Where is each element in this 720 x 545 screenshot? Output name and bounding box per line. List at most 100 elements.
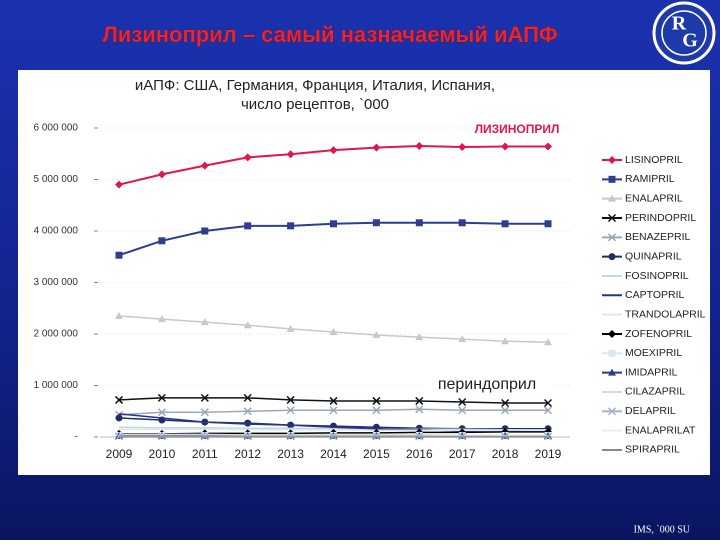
slide-title: Лизиноприл – самый назначаемый иАПФ [102,22,558,47]
marker [244,419,252,427]
marker [330,220,337,228]
marker [372,143,381,152]
chart-area [18,70,710,475]
marker [544,338,552,346]
marker [115,414,123,422]
y-tick-label: 4 000 000 [34,226,79,237]
x-tick-label: 2018 [492,447,519,461]
marker [286,150,295,159]
series-line [118,426,548,431]
annotation: периндоприл [438,376,536,393]
marker [372,331,381,339]
marker [415,405,424,414]
series [115,142,552,189]
legend-label: DELAPRIL [625,405,676,417]
y-tick-label: 3 000 000 [34,277,79,288]
series [115,311,552,346]
legend-label: IMIDAPRIL [625,366,678,378]
marker [157,315,166,323]
y-tick-label: 1 000 000 [34,380,79,391]
marker [415,142,424,151]
legend-marker [608,156,616,164]
legend-label: MOEXIPRIL [625,347,682,359]
legend-label: LISINOPRIL [625,154,683,166]
legend-label: CAPTOPRIL [625,289,684,301]
marker [501,142,510,151]
marker [544,220,552,228]
legend-label: CILAZAPRIL [625,386,685,398]
legend-label: ENALAPRIL [625,192,683,204]
marker [286,324,295,332]
annotation-box [423,374,551,396]
marker [501,220,509,228]
marker [243,393,252,402]
marker [415,396,424,405]
marker [200,408,209,417]
marker [372,219,380,227]
legend-marker [608,329,616,338]
y-tick-label: 5 000 000 [34,174,79,185]
logo-inner-ring [661,10,707,56]
x-tick-label: 2013 [277,447,304,461]
marker [200,161,209,170]
series [118,426,548,431]
logo-letter: R [672,13,687,35]
legend-label: SPIRAPRIL [625,444,680,456]
legend-marker [607,407,617,416]
x-tick-label: 2011 [192,447,218,461]
chart-title: иАПФ: США, Германия, Франция, Италия, Ис… [135,77,495,94]
marker [543,406,553,415]
logo: R G [652,1,716,65]
marker [372,406,381,415]
legend-marker [608,194,616,202]
marker [115,311,123,319]
legend-label: TRANDOLAPRIL [625,308,706,320]
marker [501,337,510,345]
marker [287,222,295,230]
legend-marker [608,253,616,261]
marker [157,170,166,179]
marker [158,237,166,245]
y-tick-label: 2 000 000 [34,329,79,340]
marker [286,395,295,404]
footer-source: IMS, `000 SU [634,524,691,535]
marker [458,397,467,407]
marker [244,222,252,230]
marker [458,335,467,343]
legend-marker [607,233,617,242]
marker [415,219,423,227]
marker [329,327,338,335]
x-tick-label: 2019 [535,447,562,461]
x-tick-label: 2016 [406,447,433,461]
legend-label: FOSINOPRIL [625,270,689,282]
legend-label: PERINDOPRIL [625,212,696,224]
marker [115,251,123,259]
marker [200,393,209,402]
x-tick-label: 2015 [363,447,390,461]
marker [243,321,252,329]
marker [501,398,510,408]
marker [243,153,252,162]
legend-marker [608,175,616,183]
marker [114,395,124,404]
marker [157,393,166,402]
marker [458,406,467,415]
marker [329,406,338,415]
series [119,433,548,437]
series [114,393,553,408]
x-tick-label: 2009 [106,447,133,461]
legend-label: QUINAPRIL [625,250,682,262]
logo-ring [652,1,716,65]
y-tick-label: - [75,432,78,443]
marker [115,180,123,189]
marker [458,143,467,152]
x-tick-label: 2017 [449,447,476,461]
legend-label: ZOFENOPRIL [625,328,692,340]
legend-marker [608,349,616,357]
marker [458,219,466,227]
marker [243,407,252,416]
legend-label: ENALAPRILAT [625,424,696,436]
marker [329,396,338,405]
